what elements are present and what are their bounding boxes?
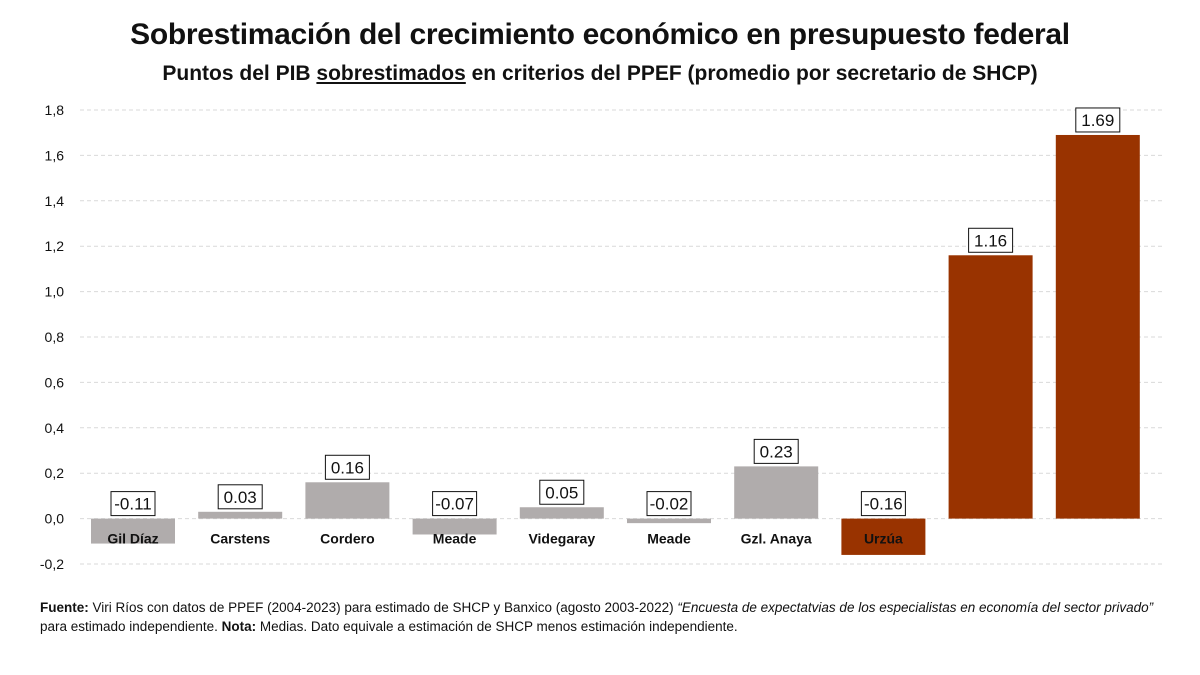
category-label: Meade [647, 531, 691, 547]
bar [519, 507, 604, 519]
value-label: -0.07 [435, 495, 474, 514]
value-label: 0.03 [224, 488, 257, 507]
y-tick-label: 1,8 [45, 102, 65, 118]
bar [841, 518, 926, 555]
y-tick-label: 1,0 [45, 284, 65, 300]
category-label: Videgaray [528, 531, 595, 547]
value-label: 0.23 [760, 442, 793, 461]
value-label-box [1075, 107, 1121, 133]
fuente-text: Viri Ríos con datos de PPEF (2004-2023) … [88, 600, 678, 615]
bar [627, 518, 711, 524]
value-label-box [432, 491, 478, 517]
bar [91, 518, 175, 544]
bar [305, 482, 390, 519]
fuente-label: Fuente: [40, 600, 89, 615]
chart-subtitle: Puntos del PIB sobrestimados en criterio… [0, 62, 1200, 86]
nota-label: Nota: [221, 619, 257, 634]
value-label-box [110, 491, 156, 517]
value-label-box [860, 491, 906, 517]
nota-text: Medias. Dato equivale a estimación de SH… [256, 619, 738, 634]
bar-chart: -0,2 0,0 0,2 0,4 0,6 0,8 1,0 1,2 1,4 1,6 1,8 -0.11 G… [40, 102, 1162, 572]
category-label: de la O [1074, 531, 1121, 547]
y-tick-label: 1,4 [45, 193, 65, 209]
value-label: -0.11 [114, 495, 152, 514]
value-label-box [968, 227, 1014, 253]
y-tick-label: 0,6 [45, 374, 65, 390]
value-label-box [539, 479, 585, 505]
category-label: Carstens [210, 531, 270, 547]
bar [948, 255, 1033, 519]
category-label: Gil Díaz [107, 531, 158, 547]
survey-post: para estimado independiente. [40, 619, 222, 634]
category-label: Cordero [320, 531, 374, 547]
value-label-box [753, 438, 799, 464]
value-label: 1.16 [974, 231, 1007, 250]
y-tick-label: 0,8 [45, 329, 65, 345]
y-tick-label: 1,2 [45, 238, 65, 254]
category-label: Meade [433, 531, 477, 547]
bar [412, 518, 497, 535]
value-label: 1.69 [1081, 111, 1114, 130]
bar [734, 466, 819, 519]
y-tick-label: 0,4 [45, 420, 65, 436]
category-label: Herrera [966, 531, 1016, 547]
y-tick-label: 1,6 [45, 147, 65, 163]
subtitle-post: en criterios del PPEF (promedio por secr… [465, 62, 1038, 85]
value-label: -0.16 [864, 495, 903, 514]
value-label: 0.16 [331, 458, 364, 477]
value-label: 0.05 [545, 483, 578, 502]
bar [198, 511, 283, 519]
value-label-box [324, 454, 370, 480]
bar [1055, 134, 1140, 519]
category-label: Gzl. Anaya [741, 531, 812, 547]
survey-name: “Encuesta de expectatvias de los especia… [677, 600, 1154, 615]
value-label-box [646, 491, 692, 517]
value-label: -0.02 [650, 495, 689, 514]
y-tick-label: -0,2 [40, 556, 64, 572]
subtitle-pre: Puntos del PIB [162, 62, 317, 85]
chart-title: Sobrestimación del crecimiento económico… [130, 18, 1070, 51]
y-tick-label: 0,0 [45, 511, 65, 527]
source-note: Fuente: Viri Ríos con datos de PPEF (200… [40, 598, 1170, 636]
subtitle-underlined: sobrestimados [316, 62, 466, 85]
y-tick-label: 0,2 [45, 465, 65, 481]
category-label: Urzúa [864, 531, 903, 547]
value-label-box [217, 484, 263, 510]
